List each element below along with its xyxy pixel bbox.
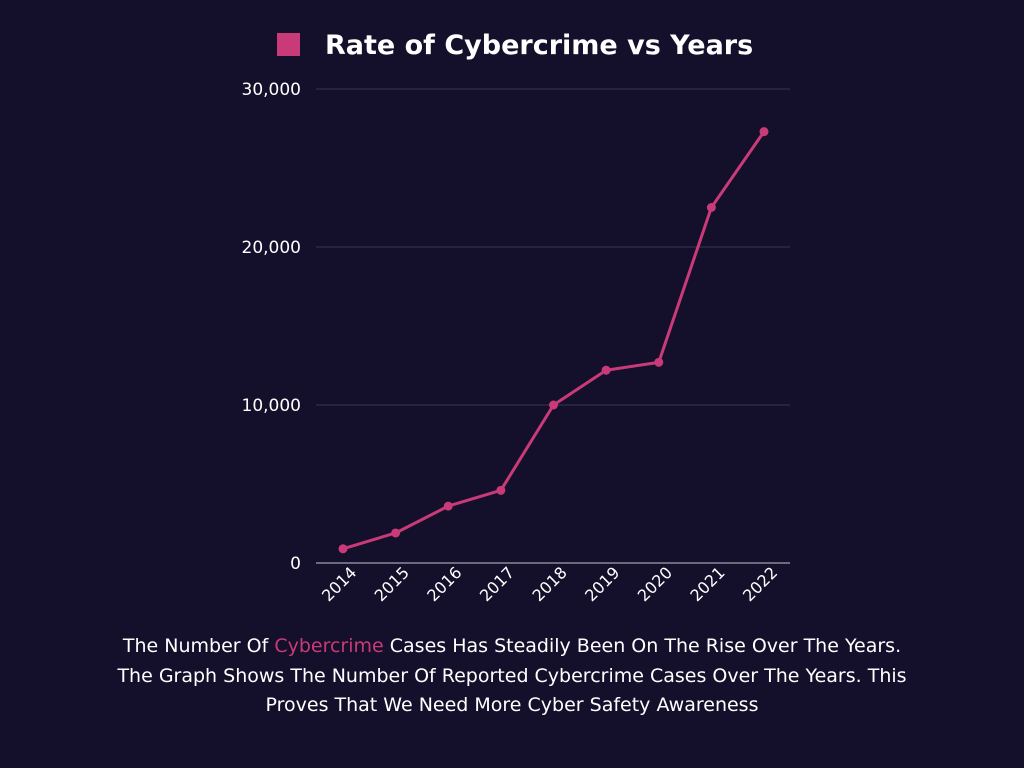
y-tick-label: 30,000 — [242, 80, 301, 100]
x-tick-label: 2020 — [634, 563, 676, 605]
data-point — [391, 528, 401, 538]
data-point — [601, 365, 611, 375]
x-tick-label: 2014 — [318, 563, 360, 605]
caption-highlight: Cybercrime — [274, 635, 384, 657]
caption-part-1: The Number Of — [122, 635, 275, 657]
data-point — [654, 357, 664, 367]
x-tick-label: 2022 — [739, 563, 781, 605]
x-tick-label: 2015 — [371, 563, 413, 605]
x-tick-label: 2017 — [476, 563, 518, 605]
caption-part-2: Cases Has Steadily Been On The Rise Over… — [117, 635, 907, 716]
y-tick-label: 20,000 — [242, 238, 301, 258]
legend-marker — [277, 33, 300, 56]
data-point — [338, 544, 348, 554]
data-point — [759, 127, 769, 137]
x-tick-label: 2021 — [686, 563, 728, 605]
data-point — [496, 485, 506, 495]
data-point — [443, 501, 453, 511]
data-point — [706, 203, 716, 212]
series-line — [341, 130, 766, 551]
y-tick-label: 10,000 — [242, 396, 301, 416]
caption-text: The Number Of Cybercrime Cases Has Stead… — [112, 632, 912, 721]
chart-title: Rate of Cybercrime vs Years — [325, 30, 753, 61]
y-tick-label: 0 — [290, 554, 301, 574]
x-tick-label: 2018 — [528, 563, 570, 605]
line-chart: Rate of Cybercrime vs Years 0 10,000 20,000… — [242, 30, 790, 605]
x-tick-label: 2019 — [581, 563, 623, 605]
data-point — [549, 400, 558, 410]
x-tick-label: 2016 — [423, 563, 465, 605]
